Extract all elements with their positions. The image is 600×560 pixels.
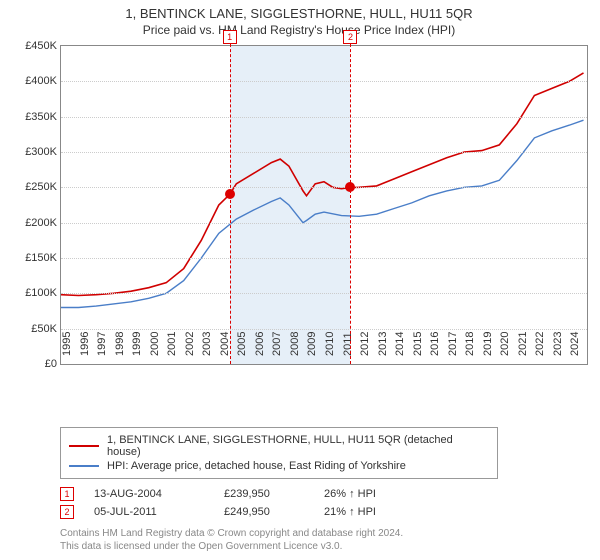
x-axis-label: 2021 [517,332,529,356]
x-axis-label: 2005 [236,332,248,356]
legend-row: 1, BENTINCK LANE, SIGGLESTHORNE, HULL, H… [69,434,489,458]
x-axis-label: 2007 [271,332,283,356]
y-axis-label: £250K [19,181,57,193]
sale-hpi: 26% ↑ HPI [324,488,404,500]
x-axis-label: 2016 [429,332,441,356]
sale-marker-box: 1 [223,30,237,44]
y-axis-label: £0 [19,358,57,370]
footnote-line-2: This data is licensed under the Open Gov… [60,540,590,553]
x-axis-label: 1999 [131,332,143,356]
footnote: Contains HM Land Registry data © Crown c… [60,527,590,553]
x-axis-label: 2023 [552,332,564,356]
x-axis-label: 2008 [289,332,301,356]
legend-row: HPI: Average price, detached house, East… [69,460,489,472]
chart-subtitle: Price paid vs. HM Land Registry's House … [8,23,590,37]
x-axis-label: 2019 [482,332,494,356]
sale-dot [225,189,235,199]
legend-label: 1, BENTINCK LANE, SIGGLESTHORNE, HULL, H… [107,434,489,458]
footnote-line-1: Contains HM Land Registry data © Crown c… [60,527,590,540]
sale-dot [345,182,355,192]
plot-box: £0£50K£100K£150K£200K£250K£300K£350K£400… [60,45,588,365]
x-axis-label: 2020 [499,332,511,356]
x-axis-label: 2024 [569,332,581,356]
sale-date: 05-JUL-2011 [94,506,224,518]
y-gridline [61,187,587,188]
chart-title: 1, BENTINCK LANE, SIGGLESTHORNE, HULL, H… [8,6,590,21]
y-axis-label: £200K [19,217,57,229]
chart-container: 1, BENTINCK LANE, SIGGLESTHORNE, HULL, H… [0,0,600,560]
x-axis-label: 2013 [377,332,389,356]
x-axis-label: 2001 [166,332,178,356]
y-gridline [61,293,587,294]
legend-swatch [69,445,99,447]
chart-lines-svg [61,46,587,364]
sale-row-marker: 2 [60,505,74,519]
x-axis-label: 1995 [61,332,73,356]
x-axis-label: 2017 [447,332,459,356]
x-axis-label: 2022 [534,332,546,356]
y-axis-label: £400K [19,75,57,87]
sale-row: 2 05-JUL-2011£249,95021% ↑ HPI [60,505,590,519]
y-gridline [61,117,587,118]
sale-vline [350,34,351,364]
x-axis-label: 2006 [254,332,266,356]
y-gridline [61,81,587,82]
x-axis-label: 1996 [79,332,91,356]
x-axis-label: 2009 [306,332,318,356]
sale-price: £239,950 [224,488,324,500]
x-axis-label: 2011 [342,332,354,356]
x-axis-label: 2012 [359,332,371,356]
x-axis-label: 2000 [149,332,161,356]
sale-row-marker: 1 [60,487,74,501]
x-axis-label: 2015 [412,332,424,356]
sale-marker-box: 2 [343,30,357,44]
x-axis-label: 1997 [96,332,108,356]
y-axis-label: £350K [19,111,57,123]
legend-box: 1, BENTINCK LANE, SIGGLESTHORNE, HULL, H… [60,427,498,479]
y-gridline [61,258,587,259]
x-axis-label: 2018 [464,332,476,356]
y-axis-label: £50K [19,323,57,335]
legend-swatch [69,465,99,467]
y-axis-label: £450K [19,40,57,52]
y-axis-label: £100K [19,287,57,299]
x-axis-label: 1998 [114,332,126,356]
legend-label: HPI: Average price, detached house, East… [107,460,406,472]
series-line-property [61,73,584,296]
sale-date: 13-AUG-2004 [94,488,224,500]
sale-hpi: 21% ↑ HPI [324,506,404,518]
x-axis-label: 2003 [201,332,213,356]
sale-row: 1 13-AUG-2004£239,95026% ↑ HPI [60,487,590,501]
y-axis-label: £300K [19,146,57,158]
y-gridline [61,329,587,330]
x-axis-label: 2010 [324,332,336,356]
sale-price: £249,950 [224,506,324,518]
sales-table: 1 13-AUG-2004£239,95026% ↑ HPI 2 05-JUL-201… [60,487,590,519]
chart-area: £0 £50K £100K £150K £200K £250K £300K £350K £400… [18,45,588,385]
x-axis-label: 2014 [394,332,406,356]
series-line-hpi [61,120,584,307]
x-axis-label: 2002 [184,332,196,356]
y-gridline [61,152,587,153]
y-gridline [61,223,587,224]
y-axis-label: £150K [19,252,57,264]
